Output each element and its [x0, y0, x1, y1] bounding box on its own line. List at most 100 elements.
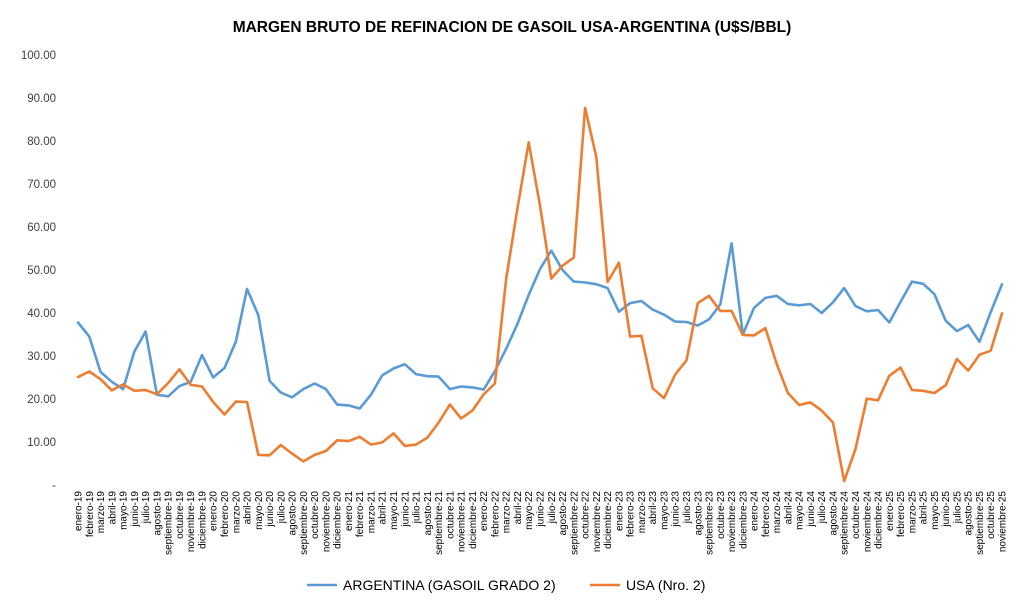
legend-label-1: ARGENTINA (GASOIL GRADO 2) — [343, 577, 556, 593]
y-tick-label: 20.00 — [27, 394, 56, 406]
y-tick-label: 90.00 — [27, 93, 56, 105]
x-tick-label: noviembre-19 — [186, 491, 197, 553]
x-tick-label: agosto-19 — [152, 491, 163, 536]
x-tick-label: diciembre-23 — [738, 491, 749, 549]
x-tick-label: octubre-24 — [851, 491, 862, 539]
x-tick-label: junio-22 — [536, 491, 547, 528]
x-tick-label: enero-24 — [750, 491, 761, 531]
x-tick-label: junio-21 — [400, 491, 411, 528]
x-tick-label: octubre-21 — [445, 491, 456, 539]
x-tick-label: julio-21 — [412, 491, 423, 525]
x-tick-label: mayo-23 — [659, 491, 670, 530]
x-tick-label: mayo-24 — [795, 491, 806, 530]
y-axis: - 10.00 20.00 30.00 40.00 50.00 60.00 70.00 80.0… — [21, 50, 56, 492]
x-tick-label: agosto-21 — [423, 491, 434, 536]
x-tick-label: agosto-22 — [558, 491, 569, 536]
x-tick-label: febrero-25 — [896, 491, 907, 538]
x-tick-label: febrero-20 — [220, 491, 231, 538]
x-tick-label: marzo-25 — [907, 491, 918, 534]
x-tick-label: enero-22 — [479, 491, 490, 531]
x-tick-label: junio-23 — [671, 491, 682, 528]
x-tick-label: abril-24 — [783, 491, 794, 525]
x-tick-label: julio-20 — [276, 491, 287, 525]
x-tick-label: junio-25 — [941, 491, 952, 528]
x-tick-label: mayo-20 — [254, 491, 265, 530]
x-tick-label: agosto-25 — [964, 491, 975, 536]
x-tick-label: diciembre-19 — [197, 491, 208, 549]
x-tick-label: septiembre-25 — [975, 491, 986, 555]
x-tick-label: octubre-22 — [581, 491, 592, 539]
x-tick-label: junio-20 — [265, 491, 276, 528]
x-tick-label: marzo-24 — [772, 491, 783, 534]
y-tick-label: 40.00 — [27, 308, 56, 320]
x-tick-label: abril-19 — [107, 491, 118, 525]
x-tick-label: abril-23 — [648, 491, 659, 525]
x-tick-label: mayo-21 — [389, 491, 400, 530]
legend-label-2: USA (Nro. 2) — [626, 577, 705, 593]
x-tick-label: enero-25 — [885, 491, 896, 531]
x-tick-label: febrero-24 — [761, 491, 772, 538]
x-tick-label: diciembre-24 — [874, 491, 885, 549]
x-tick-label: julio-23 — [682, 491, 693, 525]
x-tick-label: noviembre-23 — [727, 491, 738, 553]
x-tick-label: octubre-23 — [716, 491, 727, 539]
x-tick-label: octubre-19 — [175, 491, 186, 539]
x-axis: enero-19 febrero-19 marzo-19 abril-19 mayo-1… — [74, 491, 1009, 555]
x-tick-label: septiembre-21 — [434, 491, 445, 555]
x-tick-label: noviembre-20 — [321, 491, 332, 553]
x-tick-label: noviembre-21 — [457, 491, 468, 553]
x-tick-label: agosto-23 — [693, 491, 704, 536]
series-line-2 — [76, 106, 1004, 483]
y-tick-label: 30.00 — [27, 351, 56, 363]
x-tick-label: abril-25 — [919, 491, 930, 525]
x-tick-label: abril-22 — [513, 491, 524, 525]
x-tick-label: noviembre-24 — [862, 491, 873, 553]
x-tick-label: noviembre-25 — [998, 491, 1009, 553]
x-tick-label: diciembre-20 — [333, 491, 344, 549]
x-tick-label: agosto-20 — [288, 491, 299, 536]
x-tick-label: junio-19 — [130, 491, 141, 528]
x-tick-label: septiembre-23 — [705, 491, 716, 555]
x-tick-label: abril-21 — [378, 491, 389, 525]
x-tick-label: enero-19 — [74, 491, 85, 531]
plot-area — [76, 106, 1004, 483]
x-tick-label: febrero-21 — [355, 491, 366, 538]
x-tick-label: septiembre-20 — [299, 491, 310, 555]
series-line-1 — [76, 242, 1004, 410]
x-tick-label: octubre-25 — [986, 491, 997, 539]
x-tick-label: diciembre-22 — [603, 491, 614, 549]
x-tick-label: septiembre-22 — [569, 491, 580, 555]
x-tick-label: enero-20 — [209, 491, 220, 531]
x-tick-label: abril-20 — [243, 491, 254, 525]
x-tick-label: mayo-22 — [524, 491, 535, 530]
x-tick-label: agosto-24 — [828, 491, 839, 536]
x-tick-label: julio-22 — [547, 491, 558, 525]
y-tick-label: 70.00 — [27, 179, 56, 191]
y-tick-label: 100.00 — [21, 50, 56, 62]
x-tick-label: marzo-21 — [366, 491, 377, 534]
x-tick-label: febrero-22 — [490, 491, 501, 538]
x-tick-label: noviembre-22 — [592, 491, 603, 553]
chart-title: MARGEN BRUTO DE REFINACION DE GASOIL USA… — [233, 19, 792, 36]
y-tick-label: 60.00 — [27, 222, 56, 234]
x-tick-label: enero-23 — [614, 491, 625, 531]
x-tick-label: marzo-23 — [637, 491, 648, 534]
x-tick-label: julio-19 — [141, 491, 152, 525]
x-tick-label: mayo-19 — [119, 491, 130, 530]
x-tick-label: febrero-19 — [85, 491, 96, 538]
x-tick-label: septiembre-19 — [164, 491, 175, 555]
y-tick-label: 50.00 — [27, 265, 56, 277]
y-tick-label: 10.00 — [27, 437, 56, 449]
x-tick-label: octubre-20 — [310, 491, 321, 539]
y-tick-label: 80.00 — [27, 136, 56, 148]
x-tick-label: diciembre-21 — [468, 491, 479, 549]
x-tick-label: marzo-19 — [96, 491, 107, 534]
x-tick-label: marzo-20 — [231, 491, 242, 534]
x-tick-label: julio-24 — [817, 491, 828, 525]
y-tick-label: - — [52, 480, 56, 492]
x-tick-label: mayo-25 — [930, 491, 941, 530]
x-tick-label: enero-21 — [344, 491, 355, 531]
x-tick-label: junio-24 — [806, 491, 817, 528]
x-tick-label: julio-25 — [952, 491, 963, 525]
